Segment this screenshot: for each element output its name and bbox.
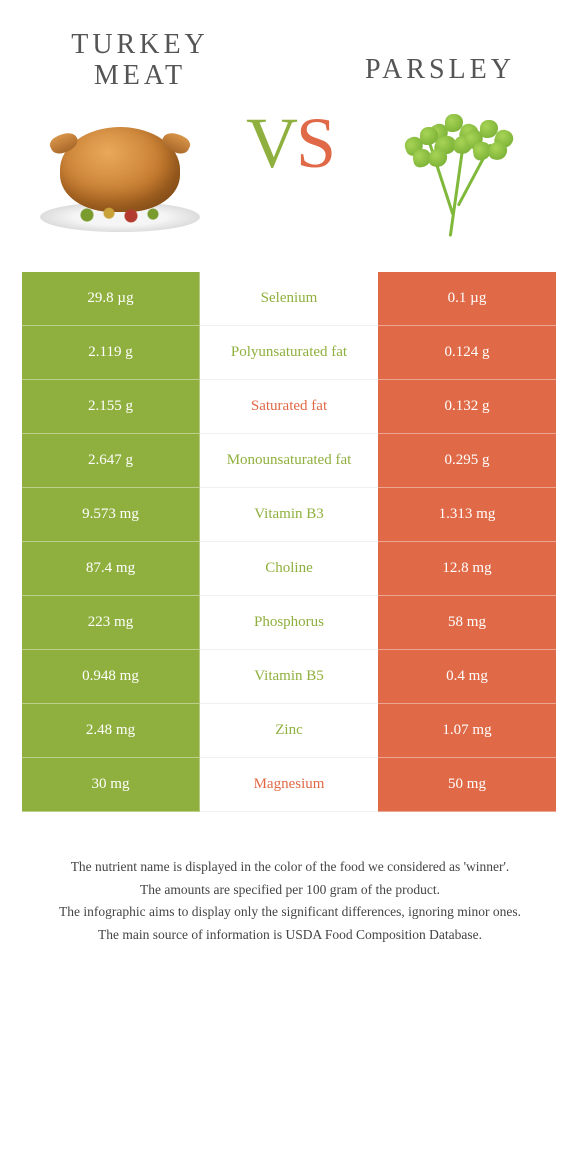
footer-line-3: The infographic aims to display only the… (45, 902, 535, 923)
nutrient-name: Selenium (200, 272, 378, 326)
right-value: 0.132 g (378, 380, 556, 434)
right-value: 1.07 mg (378, 704, 556, 758)
footer-notes: The nutrient name is displayed in the co… (0, 812, 580, 947)
left-value: 87.4 mg (22, 542, 200, 596)
left-value: 2.48 mg (22, 704, 200, 758)
table-row: 223 mgPhosphorus58 mg (22, 596, 558, 650)
left-food-title: TURKEY MEAT (40, 30, 240, 92)
nutrient-name: Zinc (200, 704, 378, 758)
right-value: 0.295 g (378, 434, 556, 488)
table-row: 2.48 mgZinc1.07 mg (22, 704, 558, 758)
vs-v: V (246, 103, 296, 183)
footer-line-2: The amounts are specified per 100 gram o… (45, 880, 535, 901)
table-row: 2.155 gSaturated fat0.132 g (22, 380, 558, 434)
right-value: 50 mg (378, 758, 556, 812)
left-value: 0.948 mg (22, 650, 200, 704)
right-value: 58 mg (378, 596, 556, 650)
nutrient-name: Choline (200, 542, 378, 596)
right-value: 12.8 mg (378, 542, 556, 596)
nutrient-name: Vitamin B5 (200, 650, 378, 704)
left-value: 2.647 g (22, 434, 200, 488)
nutrient-table: 29.8 µgSelenium0.1 µg2.119 gPolyunsatura… (22, 272, 558, 812)
left-value: 30 mg (22, 758, 200, 812)
vs-s: S (296, 103, 334, 183)
table-row: 87.4 mgCholine12.8 mg (22, 542, 558, 596)
left-value: 223 mg (22, 596, 200, 650)
footer-line-4: The main source of information is USDA F… (45, 925, 535, 946)
nutrient-name: Polyunsaturated fat (200, 326, 378, 380)
vs-label: VS (246, 102, 334, 185)
header: TURKEY MEAT PARSLEY (0, 0, 580, 92)
right-value: 0.1 µg (378, 272, 556, 326)
nutrient-name: Monounsaturated fat (200, 434, 378, 488)
table-row: 9.573 mgVitamin B31.313 mg (22, 488, 558, 542)
left-value: 29.8 µg (22, 272, 200, 326)
nutrient-name: Phosphorus (200, 596, 378, 650)
table-row: 0.948 mgVitamin B50.4 mg (22, 650, 558, 704)
left-value: 2.155 g (22, 380, 200, 434)
right-value: 1.313 mg (378, 488, 556, 542)
right-value: 0.4 mg (378, 650, 556, 704)
table-row: 30 mgMagnesium50 mg (22, 758, 558, 812)
right-food-title: PARSLEY (340, 55, 540, 86)
left-value: 2.119 g (22, 326, 200, 380)
table-row: 2.647 gMonounsaturated fat0.295 g (22, 434, 558, 488)
left-food-image (30, 112, 210, 242)
turkey-illustration (40, 122, 200, 232)
table-row: 29.8 µgSelenium0.1 µg (22, 272, 558, 326)
footer-line-1: The nutrient name is displayed in the co… (45, 857, 535, 878)
images-row: VS (0, 92, 580, 272)
right-value: 0.124 g (378, 326, 556, 380)
parsley-illustration (395, 112, 525, 242)
nutrient-name: Vitamin B3 (200, 488, 378, 542)
nutrient-name: Magnesium (200, 758, 378, 812)
table-row: 2.119 gPolyunsaturated fat0.124 g (22, 326, 558, 380)
right-food-image (370, 112, 550, 242)
left-value: 9.573 mg (22, 488, 200, 542)
nutrient-name: Saturated fat (200, 380, 378, 434)
